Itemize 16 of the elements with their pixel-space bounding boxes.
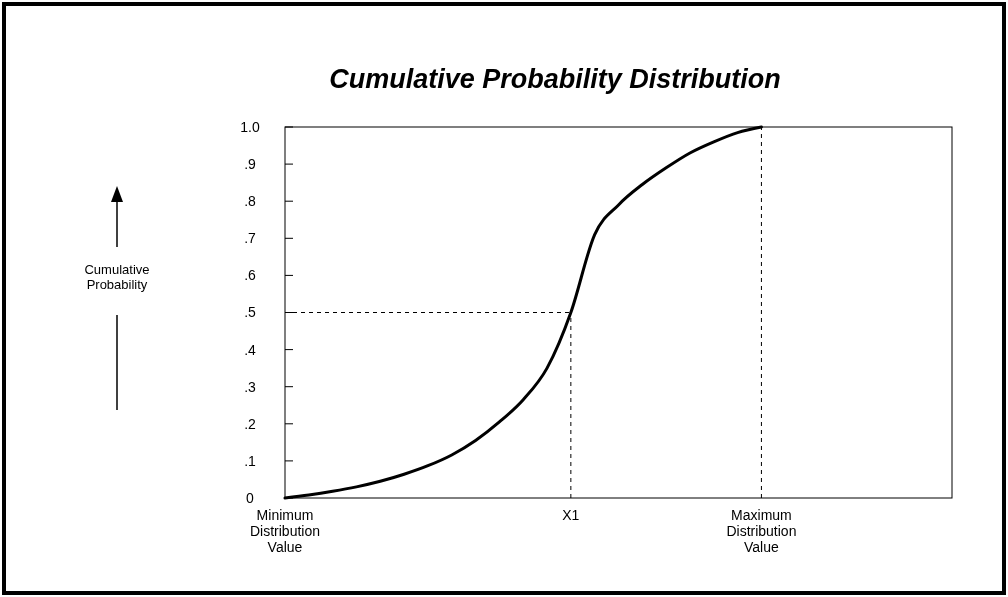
chart-title: Cumulative Probability Distribution [329,64,781,94]
y-tick-label: .6 [244,267,257,284]
y-tick-label: 1.0 [240,118,260,135]
x-tick-label: X1 [562,507,580,523]
y-tick-label: .3 [244,378,257,395]
y-tick-label: .1 [244,452,257,469]
x-tick-label: Minimum Distribution Value [249,507,321,555]
y-tick-label: .7 [244,230,257,247]
y-tick-label: .8 [244,193,257,210]
y-tick-label: .2 [244,415,257,432]
text: Cumulative Probability [84,262,150,292]
y-tick-label: .4 [244,341,257,358]
y-tick-label: .5 [244,304,257,321]
y-tick-label: 0 [246,489,255,506]
y-tick-label: .9 [244,156,257,172]
x-tick-label: Maximum Distribution Value [726,507,797,555]
